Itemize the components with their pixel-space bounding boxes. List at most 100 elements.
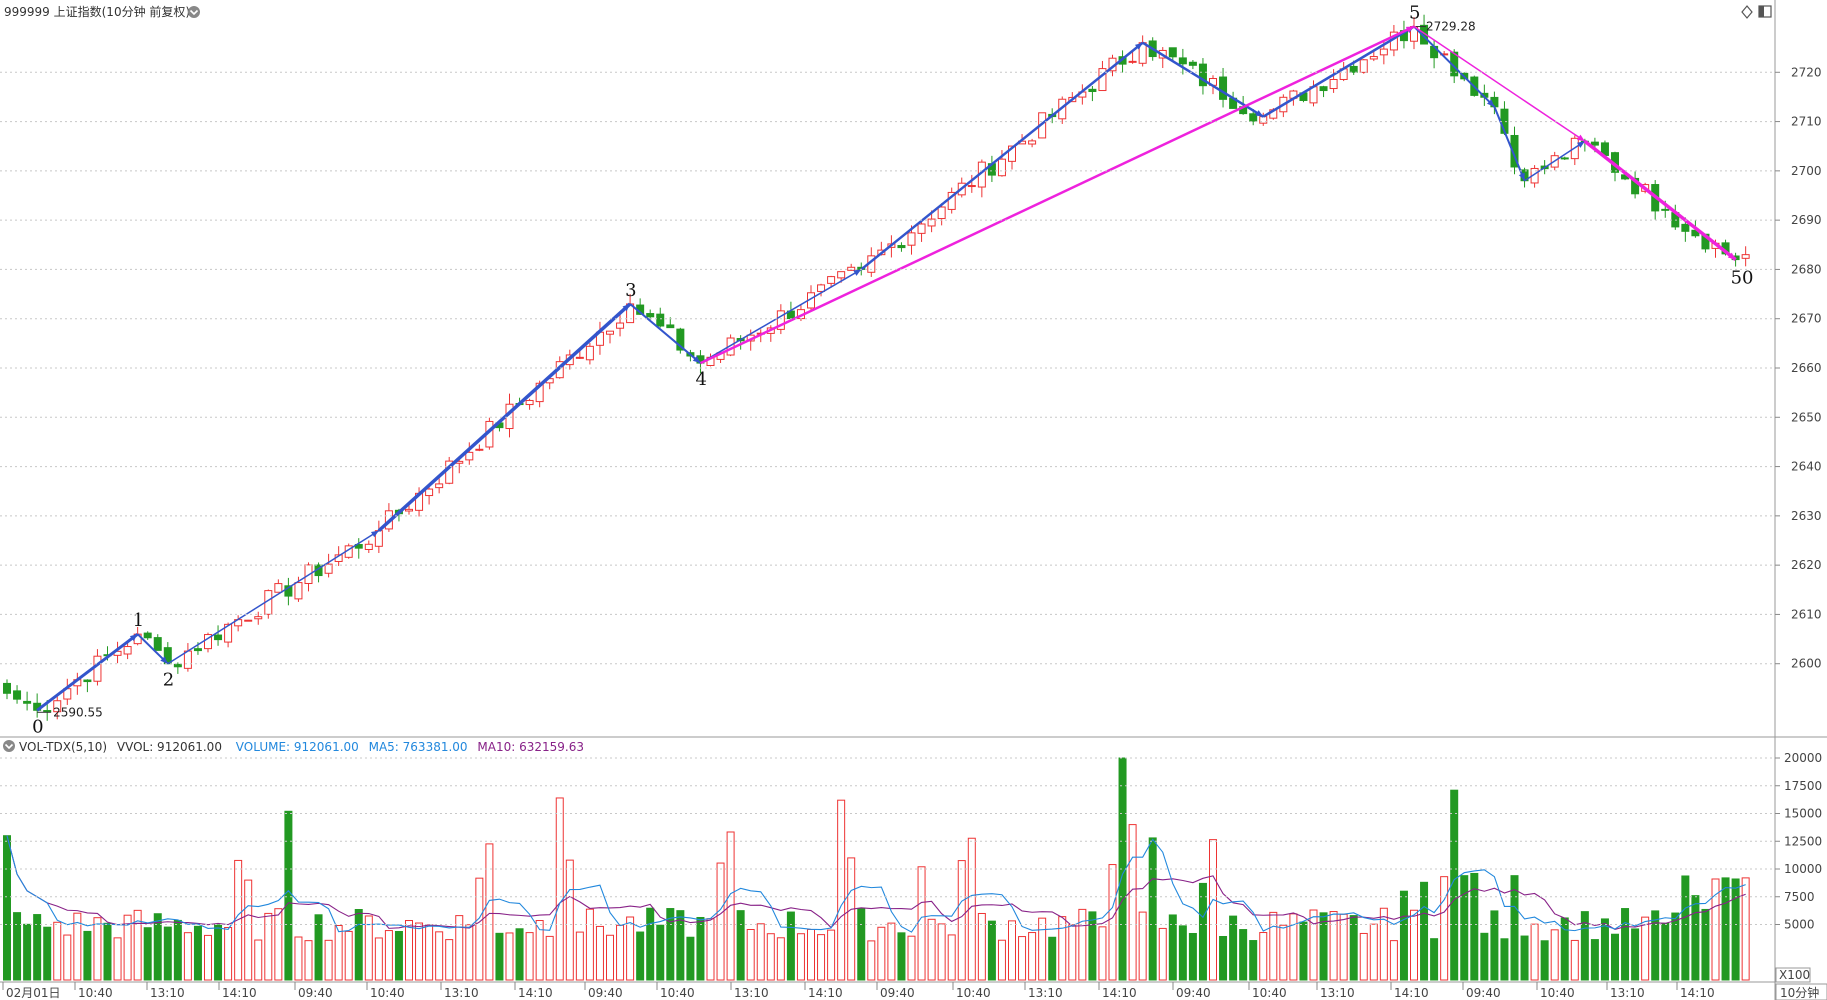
candle-body [1510,134,1519,168]
candle [13,685,22,704]
volume-bar [445,939,454,981]
volume-bar [143,927,152,981]
volume-tick-label: 15000 [1784,807,1822,821]
volume-bar [224,926,233,981]
x-tick-label: 10:40 [78,986,113,1000]
volume-bar [937,923,946,981]
volume-bar [1188,932,1197,981]
candle [3,679,11,700]
volume-bar [1590,939,1599,981]
volume-bar [1490,910,1499,981]
volume-bar [977,912,986,981]
volume-bar [1520,935,1529,981]
volume-bar [1148,837,1157,981]
volume-bar [1369,923,1378,981]
candle-body [937,206,946,220]
wave-label-1: 1 [133,610,144,631]
volume-bar [706,918,715,981]
candle-body [405,508,413,512]
candle-body [1631,177,1640,195]
chevron-down-icon[interactable] [3,740,15,752]
volume-bar [766,933,775,981]
volume-bar [837,799,846,981]
candle-body [244,619,253,622]
candle-body [204,634,212,650]
price-tick-label: 2630 [1791,509,1822,523]
x-tick-label: 09:40 [1176,986,1211,1000]
volume-bar [1420,881,1429,981]
wave-line-1-2-arrowhead [160,656,168,664]
x-tick-label: 14:10 [1102,986,1137,1000]
candle-body [1741,254,1750,259]
candle-body [847,266,856,271]
wave-label-50: 50 [1731,268,1754,289]
chevron-down-icon-glyph [4,743,14,750]
volume-bar [3,835,11,981]
price-tick-label: 2660 [1791,361,1822,375]
candle [1359,59,1368,74]
volume-bar [525,932,534,981]
candle [1088,86,1097,102]
period-box[interactable] [1775,983,1827,1000]
ma5-line [6,835,1746,933]
candle [1168,47,1177,61]
volume-bar [1088,911,1097,981]
candle-body [425,488,434,497]
panel-toggle-icon-half [1759,6,1764,17]
volume-tick-label: 5000 [1784,918,1815,932]
candle-body [525,399,534,406]
volume-bar [1440,876,1449,981]
x-tick-label: 14:10 [1680,986,1715,1000]
volume-bar [817,934,826,981]
wave-line-magenta-b-50 [1583,139,1737,261]
wave-line-2-3b-arrowhead [622,303,631,312]
volume-bar [555,797,564,981]
volume-bar [394,930,403,981]
candle [616,313,625,337]
candle-body [646,313,655,318]
candle [987,155,996,182]
wave-line-4-5a [700,268,862,364]
wave-line-a-b [1493,106,1526,182]
candle-body [1188,61,1197,66]
candle-body [1691,229,1700,237]
wave-line-magenta-b-50-arrowhead [1727,252,1736,260]
volume-bar [1229,915,1238,981]
wave-line-5c [1141,41,1264,118]
volume-bar [1671,912,1680,981]
volume-bar [1259,932,1268,981]
candle [274,579,283,593]
candle-body [1098,68,1107,92]
volume-bar [575,931,584,981]
period-label[interactable]: 10分钟 [1780,985,1819,1000]
diamond-icon[interactable] [1741,5,1753,19]
wave-label-5: 5 [1409,3,1420,24]
volume-bar [1701,908,1710,981]
candle-body [817,284,826,292]
volume-bar [857,908,866,981]
volume-bar [1128,824,1137,981]
candle [977,159,986,198]
x-tick-label: 09:40 [1466,986,1501,1000]
unit-box [1775,967,1811,983]
candle-body [1088,88,1097,93]
volume-bar [626,916,635,981]
chevron-down-icon[interactable] [188,6,200,18]
candle-body [435,483,444,489]
price-tick-label: 2670 [1791,312,1822,326]
volume-bar [696,916,705,981]
vol-ma10: MA10: 632159.63 [477,740,584,754]
candle [1420,14,1429,45]
candle-body [1359,59,1368,73]
volume-bar [796,933,805,981]
candle-body [1168,47,1177,58]
volume-bar [43,926,52,981]
volume-bar [1399,890,1408,981]
volume-bar [1198,882,1207,981]
volume-bar [425,924,434,981]
candle-body [193,648,202,652]
volume-bar [1209,839,1217,981]
volume-bar [204,934,212,981]
x-tick-label: 09:40 [880,986,915,1000]
